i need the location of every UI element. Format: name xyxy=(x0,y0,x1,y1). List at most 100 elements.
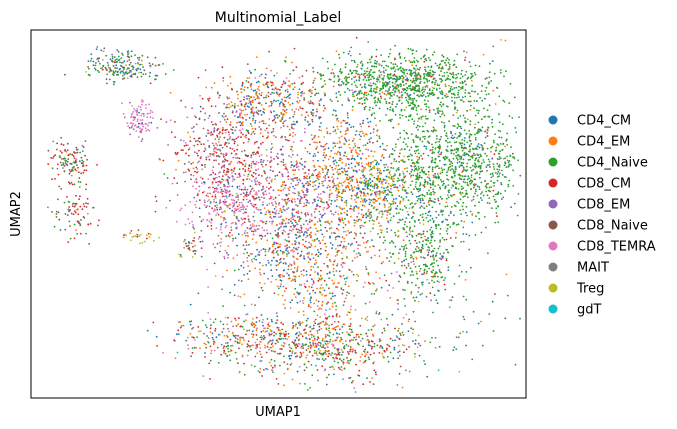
scatter-point-cd4-naive xyxy=(434,62,437,65)
scatter-point-cd4-cm xyxy=(365,199,368,202)
scatter-point-cd4-naive xyxy=(329,78,332,81)
scatter-point-cd8-temra xyxy=(165,206,168,209)
scatter-point-cd4-naive xyxy=(423,99,426,102)
scatter-point-cd4-naive xyxy=(344,83,347,86)
scatter-point-cd8-cm xyxy=(203,150,206,153)
scatter-point-cd4-cm xyxy=(197,140,199,142)
scatter-point-cd8-naive xyxy=(267,91,270,94)
scatter-point-cd4-naive xyxy=(245,80,248,82)
scatter-point-cd8-em xyxy=(363,179,366,182)
scatter-point-cd8-temra xyxy=(268,198,271,200)
scatter-point-cd4-cm xyxy=(201,240,204,243)
scatter-point-cd4-naive xyxy=(357,162,359,165)
scatter-point-cd4-naive xyxy=(478,173,481,176)
scatter-point-cd4-naive xyxy=(322,85,325,88)
scatter-point-cd4-cm xyxy=(277,99,280,102)
scatter-point-cd4-em xyxy=(229,203,232,206)
scatter-point-cd4-cm xyxy=(314,88,317,91)
scatter-point-cd4-em xyxy=(360,213,363,216)
scatter-point-cd8-cm xyxy=(356,181,359,184)
scatter-point-cd8-em xyxy=(244,193,247,196)
scatter-point-cd4-naive xyxy=(459,77,462,79)
scatter-point-cd4-em xyxy=(283,96,286,99)
scatter-point-cd4-cm xyxy=(385,193,388,196)
scatter-point-cd4-naive xyxy=(441,210,443,213)
scatter-point-cd4-naive xyxy=(443,279,445,281)
scatter-point-cd4-naive xyxy=(443,122,445,124)
scatter-point-cd8-cm xyxy=(222,175,224,178)
scatter-point-cd4-cm xyxy=(228,207,231,210)
scatter-point-cd4-naive xyxy=(490,180,492,183)
scatter-point-cd8-em xyxy=(328,223,331,225)
scatter-point-cd4-naive xyxy=(447,166,450,169)
scatter-point-cd8-temra xyxy=(347,97,349,99)
scatter-point-cd4-em xyxy=(351,109,354,112)
scatter-point-cd4-naive xyxy=(370,199,373,202)
scatter-point-cd4-em xyxy=(332,71,334,74)
scatter-point-cd4-cm xyxy=(295,121,298,124)
scatter-point-cd4-naive xyxy=(435,210,437,213)
scatter-point-cd4-cm xyxy=(241,84,244,87)
scatter-point-cd4-cm xyxy=(350,194,353,197)
scatter-point-cd4-naive xyxy=(453,136,456,139)
scatter-point-cd4-naive xyxy=(430,193,432,196)
scatter-point-cd4-cm xyxy=(215,201,218,204)
scatter-point-cd4-naive xyxy=(407,47,410,50)
scatter-point-cd4-naive xyxy=(495,212,498,214)
scatter-point-cd8-em xyxy=(329,186,331,188)
scatter-point-cd4-cm xyxy=(289,93,292,96)
scatter-point-cd4-naive xyxy=(437,264,439,267)
scatter-point-cd8-em xyxy=(277,212,280,215)
scatter-point-cd4-naive xyxy=(448,58,450,61)
scatter-point-cd8-temra xyxy=(231,148,234,151)
scatter-point-cd4-naive xyxy=(469,123,472,126)
scatter-point-cd4-naive xyxy=(426,265,429,268)
scatter-point-cd8-em xyxy=(417,286,420,289)
scatter-point-cd4-naive xyxy=(390,76,393,79)
scatter-point-cd4-naive xyxy=(506,144,509,146)
scatter-point-cd8-naive xyxy=(224,158,226,161)
scatter-point-cd4-naive xyxy=(391,253,394,256)
scatter-point-cd4-cm xyxy=(428,249,431,252)
scatter-point-cd4-naive xyxy=(506,132,509,135)
scatter-point-cd4-em xyxy=(255,56,258,58)
scatter-point-cd4-naive xyxy=(446,137,449,140)
scatter-point-cd4-naive xyxy=(457,223,460,226)
scatter-point-cd4-naive xyxy=(444,155,447,158)
scatter-point-cd4-naive xyxy=(303,97,306,99)
scatter-point-cd4-em xyxy=(395,146,397,148)
scatter-point-cd4-naive xyxy=(253,257,256,260)
scatter-point-cd4-em xyxy=(238,176,241,178)
scatter-point-cd4-naive xyxy=(421,216,424,219)
scatter-point-cd4-cm xyxy=(331,244,334,246)
scatter-point-cd4-em xyxy=(470,176,473,179)
scatter-point-cd4-cm xyxy=(452,137,454,140)
scatter-point-cd8-temra xyxy=(203,204,206,207)
scatter-point-cd4-cm xyxy=(260,113,263,116)
scatter-point-cd4-cm xyxy=(392,198,395,201)
scatter-point-cd4-naive xyxy=(466,178,469,181)
scatter-point-cd4-naive xyxy=(398,84,400,86)
scatter-point-cd8-em xyxy=(213,127,216,130)
scatter-point-cd4-naive xyxy=(319,224,322,226)
scatter-point-cd8-em xyxy=(319,99,322,101)
scatter-point-cd4-naive xyxy=(510,146,512,149)
scatter-point-cd4-naive xyxy=(494,171,497,174)
scatter-point-cd4-naive xyxy=(394,87,397,90)
scatter-point-cd4-cm xyxy=(323,289,326,292)
scatter-point-cd8-cm xyxy=(328,179,331,182)
scatter-point-cd8-temra xyxy=(215,190,218,193)
scatter-point-cd4-em xyxy=(310,89,313,92)
scatter-point-cd8-em xyxy=(481,149,484,151)
scatter-point-cd8-em xyxy=(235,157,237,159)
scatter-point-cd4-naive xyxy=(367,93,370,96)
scatter-point-cd4-naive xyxy=(364,183,367,186)
scatter-point-cd8-cm xyxy=(493,153,496,156)
scatter-point-cd4-naive xyxy=(422,125,424,128)
scatter-point-cd8-cm xyxy=(218,180,221,183)
scatter-point-cd8-em xyxy=(184,180,187,183)
scatter-point-cd4-naive xyxy=(481,126,484,129)
scatter-point-cd8-em xyxy=(213,144,215,147)
scatter-point-cd8-temra xyxy=(197,237,200,240)
scatter-point-cd4-cm xyxy=(318,240,320,242)
